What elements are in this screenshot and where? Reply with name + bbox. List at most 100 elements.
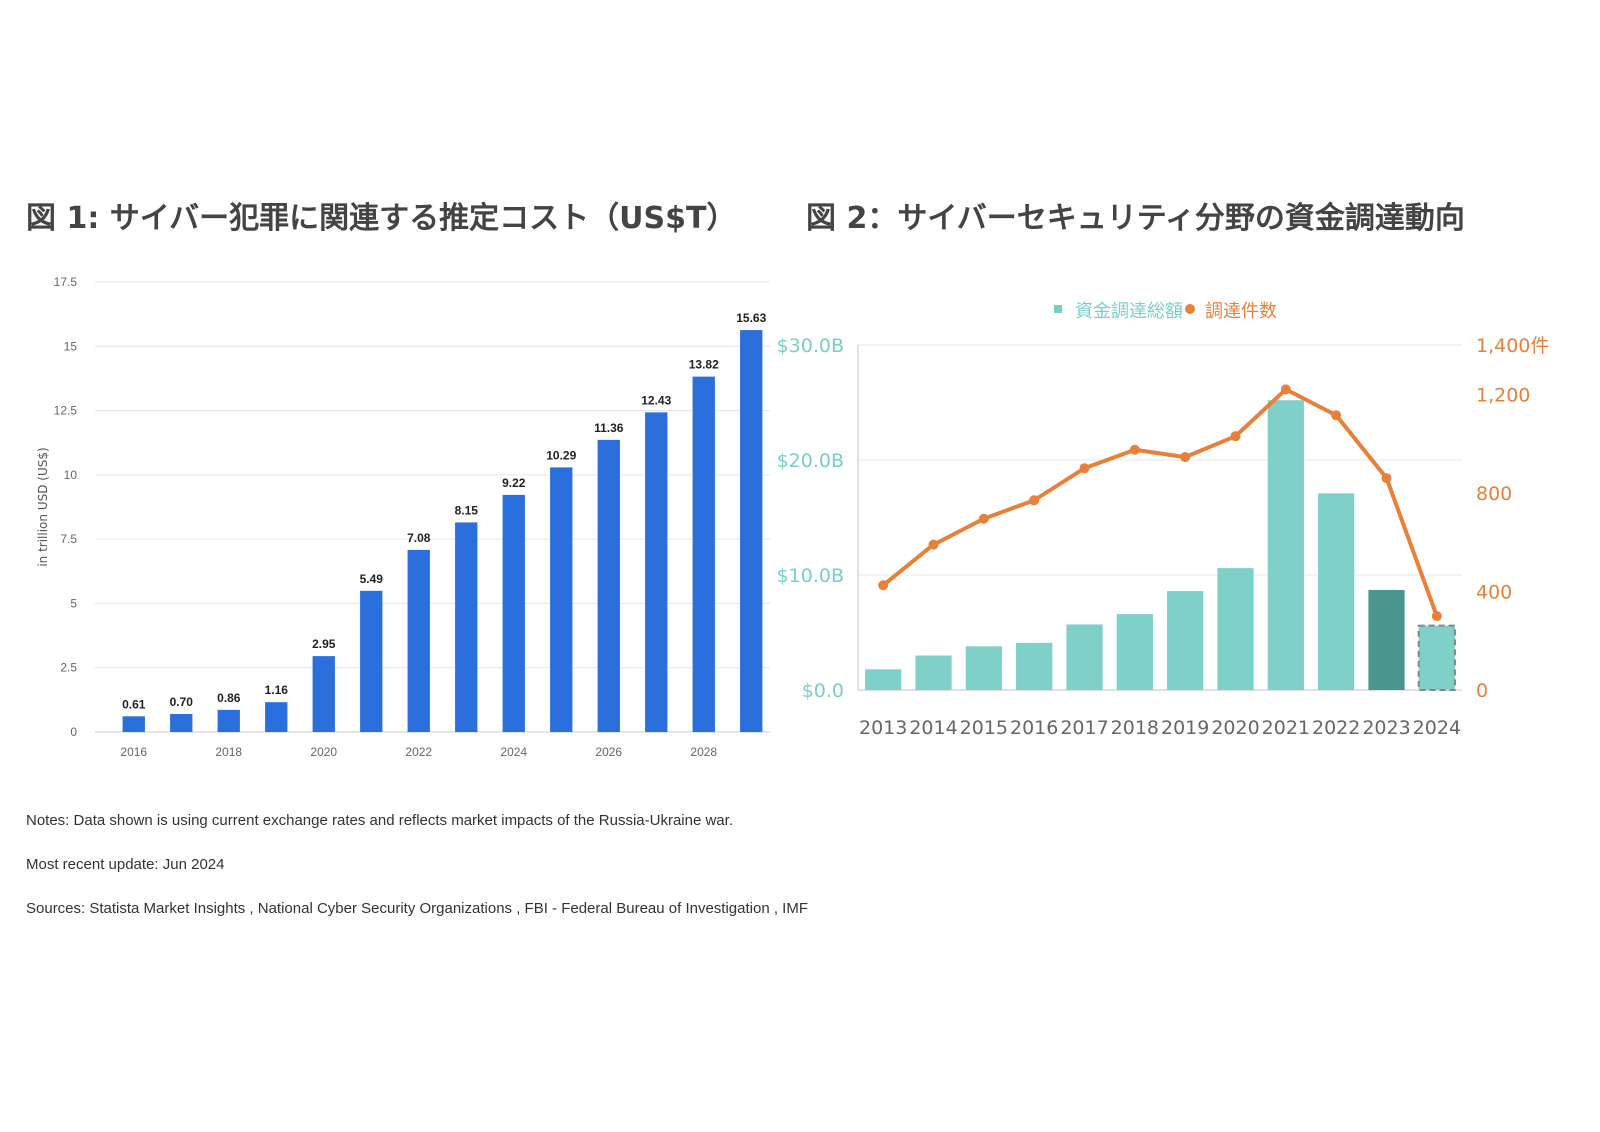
cybercrime-cost-chart: 0 2.5 5 7.5 10 12.5 15 17.5 in trillion USD (US$… bbox=[36, 275, 770, 759]
deal-count-point bbox=[1230, 431, 1241, 442]
funding-bar bbox=[1417, 624, 1456, 692]
right-y-tick-label: 1,200 bbox=[1476, 384, 1530, 406]
deal-count-point bbox=[1331, 410, 1342, 421]
data-label: 11.36 bbox=[594, 421, 624, 435]
x-tick-label: 2026 bbox=[595, 745, 622, 759]
data-label: 15.63 bbox=[736, 311, 766, 325]
bar bbox=[692, 376, 715, 732]
bar bbox=[645, 412, 668, 732]
figure2-title: 図 2：サイバーセキュリティ分野の資金調達動向 bbox=[806, 201, 1465, 236]
x-tick-label: 2020 bbox=[310, 745, 337, 759]
data-label: 0.86 bbox=[217, 691, 241, 705]
deal-count-point bbox=[928, 539, 939, 550]
deal-count-point bbox=[1381, 473, 1392, 484]
sources-note: Sources: Statista Market Insights , Nati… bbox=[26, 900, 808, 917]
funding-bar bbox=[915, 655, 952, 690]
x-tick-label: 2016 bbox=[120, 745, 147, 759]
bar bbox=[122, 716, 145, 732]
figure1-title: 図 1: サイバー犯罪に関連する推定コスト（US$T） bbox=[26, 201, 737, 236]
right-y-tick-label: 0 bbox=[1476, 680, 1488, 702]
deal-count-point bbox=[878, 580, 889, 591]
y-tick-label: 12.5 bbox=[54, 404, 78, 418]
x-tick-label: 2024 bbox=[1413, 717, 1461, 739]
x-tick-label: 2016 bbox=[1010, 717, 1058, 739]
bar bbox=[170, 714, 193, 732]
data-label: 7.08 bbox=[407, 531, 431, 545]
data-label: 12.43 bbox=[641, 393, 671, 407]
legend-label-funding: 資金調達総額 bbox=[1075, 301, 1183, 322]
funding-bar bbox=[1167, 591, 1204, 690]
funding-bar bbox=[1267, 400, 1304, 690]
deal-count-point bbox=[1029, 495, 1040, 506]
x-tick-label: 2022 bbox=[1312, 717, 1360, 739]
x-tick-label: 2018 bbox=[1111, 717, 1159, 739]
data-label: 5.49 bbox=[360, 572, 384, 586]
bar bbox=[407, 549, 430, 732]
legend-label-deals: 調達件数 bbox=[1205, 301, 1277, 322]
deal-count-point bbox=[978, 513, 989, 524]
y-tick-label: 2.5 bbox=[60, 661, 77, 675]
legend-swatch-funding bbox=[1054, 305, 1062, 313]
x-tick-label: 2020 bbox=[1211, 717, 1259, 739]
x-tick-label: 2017 bbox=[1060, 717, 1108, 739]
left-y-tick-label: $10.0B bbox=[777, 565, 844, 587]
funding-bar bbox=[1217, 568, 1254, 690]
y-tick-label: 7.5 bbox=[60, 532, 77, 546]
x-tick-label: 2015 bbox=[960, 717, 1008, 739]
x-tick-label: 2014 bbox=[909, 717, 957, 739]
x-tick-label: 2019 bbox=[1161, 717, 1209, 739]
bar bbox=[265, 702, 288, 732]
data-label: 13.82 bbox=[689, 358, 719, 372]
bar bbox=[502, 494, 525, 732]
bar bbox=[360, 590, 383, 732]
deal-count-line bbox=[881, 387, 1439, 617]
x-tick-label: 2022 bbox=[405, 745, 432, 759]
bar bbox=[312, 656, 335, 732]
x-tick-label: 2024 bbox=[500, 745, 527, 759]
data-label: 0.70 bbox=[170, 695, 194, 709]
x-tick-label: 2023 bbox=[1362, 717, 1410, 739]
funding-bar bbox=[865, 669, 902, 690]
bar bbox=[550, 467, 573, 732]
right-y-tick-label: 800 bbox=[1476, 483, 1512, 505]
chart-notes: Notes: Data shown is using current excha… bbox=[26, 812, 733, 829]
funding-bar bbox=[1066, 624, 1103, 690]
left-y-tick-label: $30.0B bbox=[777, 335, 844, 357]
update-note: Most recent update: Jun 2024 bbox=[26, 856, 225, 873]
deal-count-point bbox=[1129, 444, 1140, 455]
x-tick-label: 2013 bbox=[859, 717, 907, 739]
deal-count-point bbox=[1280, 384, 1291, 395]
data-label: 1.16 bbox=[265, 683, 289, 697]
funding-bar bbox=[1368, 589, 1405, 690]
x-tick-label: 2021 bbox=[1262, 717, 1310, 739]
x-tick-label: 2018 bbox=[215, 745, 242, 759]
funding-bar bbox=[965, 646, 1002, 690]
y-tick-label: 15 bbox=[64, 339, 78, 353]
right-y-tick-label: 400 bbox=[1476, 581, 1512, 603]
data-label: 8.15 bbox=[455, 503, 479, 517]
y-tick-label: 10 bbox=[64, 468, 78, 482]
bar bbox=[455, 522, 478, 732]
left-y-tick-label: $0.0 bbox=[802, 680, 844, 702]
data-label: 10.29 bbox=[546, 448, 576, 462]
deal-count-point bbox=[1180, 452, 1191, 463]
data-label: 2.95 bbox=[312, 637, 336, 651]
right-y-tick-label: 1,400件 bbox=[1476, 335, 1549, 357]
funding-bar bbox=[1116, 614, 1153, 690]
y-tick-label: 0 bbox=[70, 725, 77, 739]
funding-bar bbox=[1016, 642, 1053, 690]
data-label: 0.61 bbox=[122, 697, 146, 711]
deal-count-point bbox=[1079, 463, 1090, 474]
legend-swatch-deals bbox=[1185, 304, 1195, 314]
y-tick-label: 5 bbox=[70, 596, 77, 610]
y-tick-label: 17.5 bbox=[54, 275, 78, 289]
bar bbox=[597, 439, 620, 732]
deal-count-point bbox=[1431, 611, 1442, 622]
legend: 資金調達総額 調達件数 bbox=[1054, 301, 1277, 322]
left-y-tick-label: $20.0B bbox=[777, 450, 844, 472]
funding-trend-chart: $0.0 $10.0B $20.0B $30.0B 0 400 800 1,200 1,400件… bbox=[777, 301, 1550, 739]
bar bbox=[217, 709, 240, 732]
bar bbox=[740, 330, 763, 732]
data-label: 9.22 bbox=[502, 476, 526, 490]
x-tick-label: 2028 bbox=[690, 745, 717, 759]
